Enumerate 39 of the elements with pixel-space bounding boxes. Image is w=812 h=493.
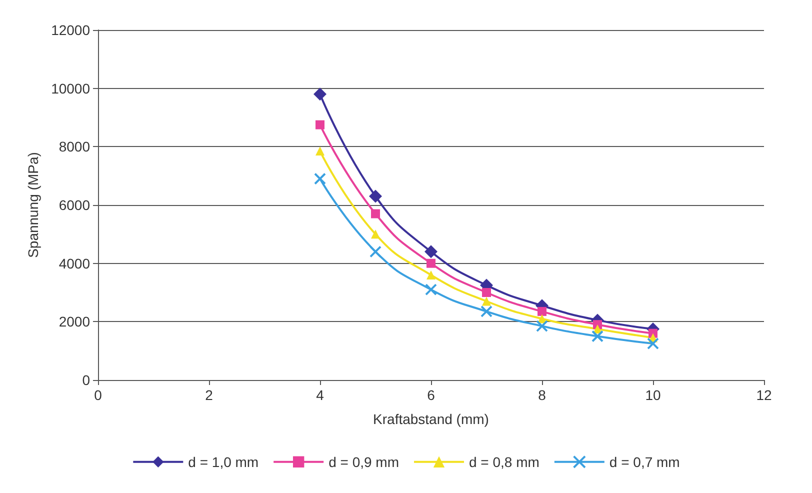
y-tick-label: 12000 [51, 22, 90, 38]
y-tick-label: 4000 [58, 255, 90, 272]
point [370, 246, 382, 258]
point [314, 172, 326, 185]
x-axis-title: Kraftabstand (mm) [373, 411, 489, 427]
legend-label: d = 1,0 mm [188, 454, 259, 470]
y-tick-label: 10000 [51, 80, 90, 96]
point [316, 120, 324, 130]
y-tick-label: 0 [82, 372, 90, 388]
point [426, 258, 436, 268]
legend-label: d = 0,9 mm [328, 454, 400, 470]
point [316, 146, 324, 156]
x-tick-label: 12 [756, 387, 772, 403]
y-tick-label: 6000 [58, 197, 90, 213]
point [482, 288, 491, 297]
point [426, 270, 436, 280]
x-tick-label: 8 [538, 387, 546, 403]
point [371, 230, 380, 239]
y-tick-label: 8000 [58, 138, 90, 155]
point [647, 338, 659, 350]
y-axis-title: Spannung (MPa) [25, 152, 41, 258]
point [424, 245, 438, 258]
y-tick-label: 2000 [58, 314, 90, 330]
point [482, 296, 491, 306]
legend-label: d = 0,8 mm [469, 454, 540, 470]
x-tick-label: 6 [427, 387, 436, 403]
point [592, 330, 604, 342]
point [480, 305, 492, 318]
x-tick-label: 2 [205, 387, 214, 403]
point [371, 209, 380, 218]
point [425, 284, 437, 296]
point [369, 190, 382, 203]
legend-label: d = 0,7 mm [609, 454, 680, 470]
x-tick-label: 10 [645, 387, 661, 403]
point [538, 306, 546, 316]
x-tick-label: 4 [316, 387, 324, 403]
point [314, 88, 326, 101]
x-tick-label: 0 [94, 387, 102, 403]
point [536, 320, 548, 332]
